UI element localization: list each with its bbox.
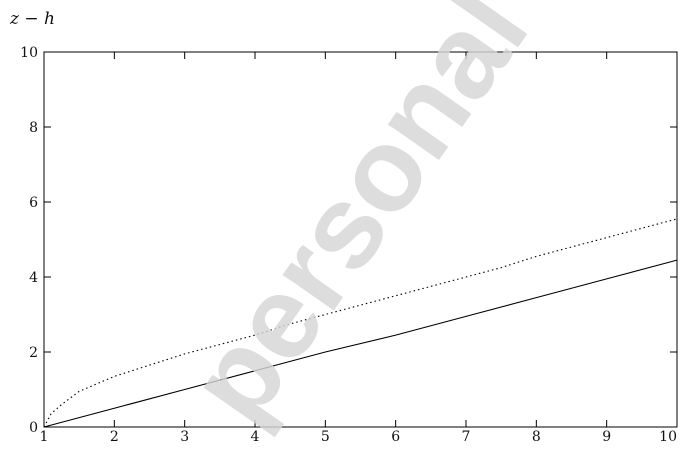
y-tick-label-2: 2 xyxy=(29,345,38,361)
watermark-text: personal xyxy=(163,0,553,445)
x-tick-label-6: 6 xyxy=(391,429,400,445)
y-tick-label-6: 6 xyxy=(29,195,38,211)
y-tick-label-0: 0 xyxy=(29,420,38,436)
x-tick-label-1: 1 xyxy=(40,429,49,445)
x-tick-label-9: 9 xyxy=(602,429,611,445)
x-tick-label-2: 2 xyxy=(110,429,119,445)
y-tick-label-10: 10 xyxy=(20,45,38,61)
x-tick-label-10: 10 xyxy=(659,429,677,445)
x-tick-label-4: 4 xyxy=(251,429,260,445)
y-tick-label-8: 8 xyxy=(29,120,38,136)
series-group xyxy=(43,218,678,428)
x-tick-label-8: 8 xyxy=(532,429,541,445)
solid-series-line xyxy=(43,259,678,428)
x-tick-label-7: 7 xyxy=(462,429,471,445)
tick-labels-group: 1 2 3 4 5 6 7 8 9 10 0 2 4 6 8 10 xyxy=(20,45,677,445)
y-axis-label: z − h xyxy=(9,9,55,29)
x-tick-label-5: 5 xyxy=(321,429,330,445)
ticks-group xyxy=(43,51,678,428)
y-tick-label-4: 4 xyxy=(29,270,38,286)
x-tick-label-3: 3 xyxy=(180,429,189,445)
plot-frame xyxy=(43,51,678,428)
